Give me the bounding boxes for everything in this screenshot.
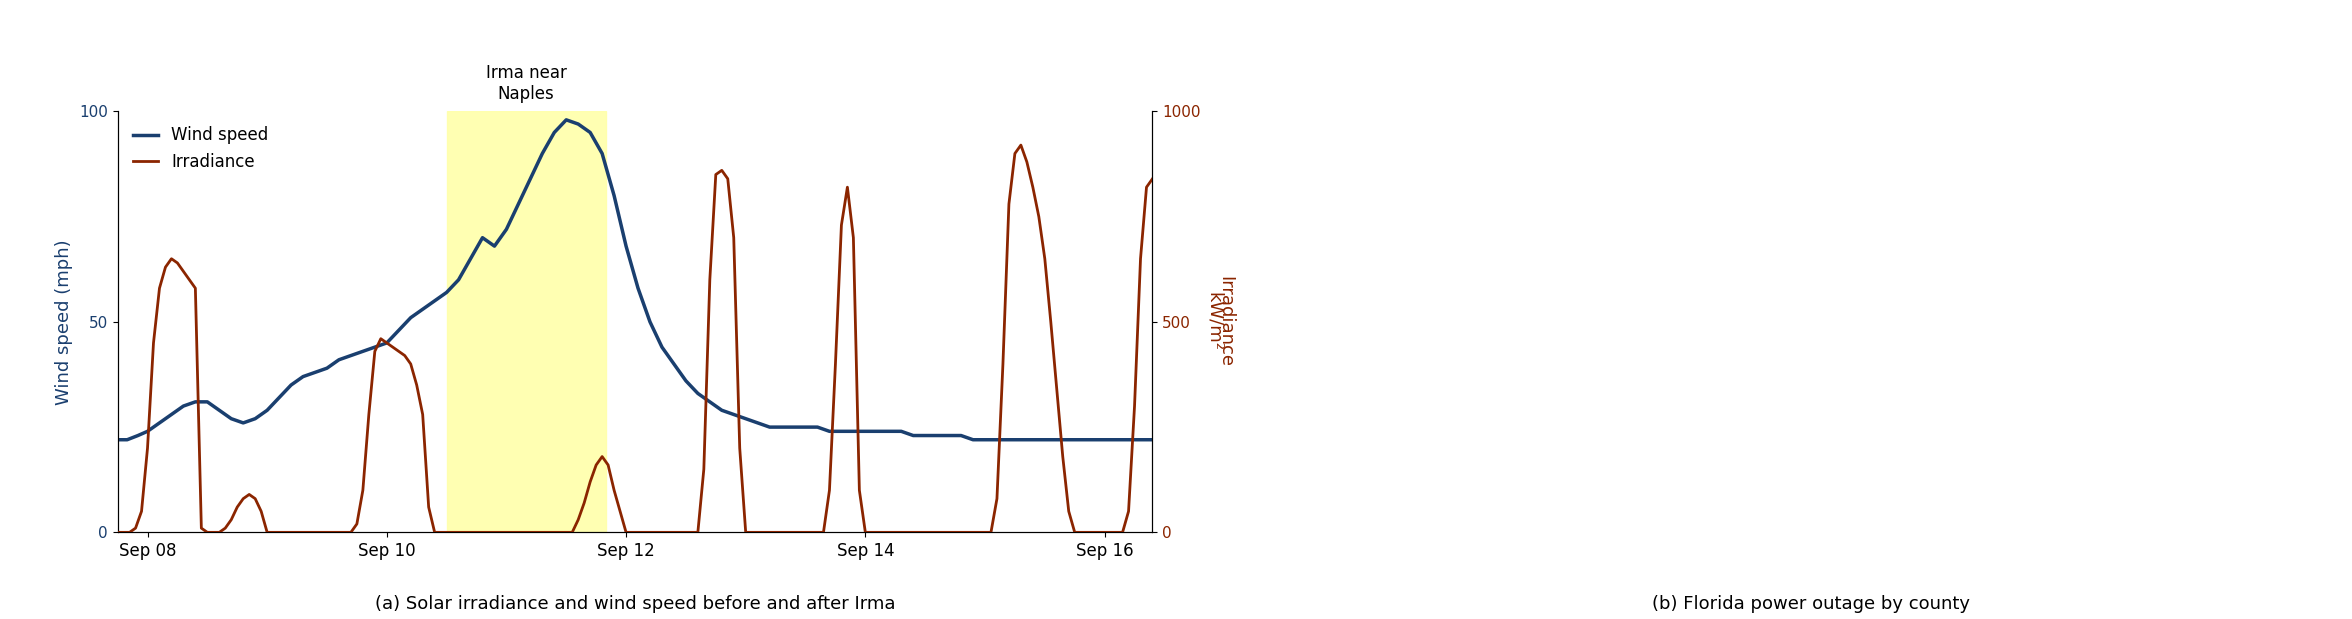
Text: (a) Solar irradiance and wind speed before and after Irma: (a) Solar irradiance and wind speed befo…	[374, 595, 896, 613]
Y-axis label: Wind speed (mph): Wind speed (mph)	[56, 239, 73, 405]
Text: Irma near
Naples: Irma near Naples	[487, 64, 567, 103]
Bar	[447, 111, 607, 532]
Text: (b) Florida power outage by county: (b) Florida power outage by county	[1651, 595, 1971, 613]
Legend: Wind speed, Irradiance: Wind speed, Irradiance	[127, 119, 275, 178]
Text: Irradiance: Irradiance	[1216, 276, 1235, 368]
Y-axis label: kW/m²: kW/m²	[1204, 292, 1223, 352]
